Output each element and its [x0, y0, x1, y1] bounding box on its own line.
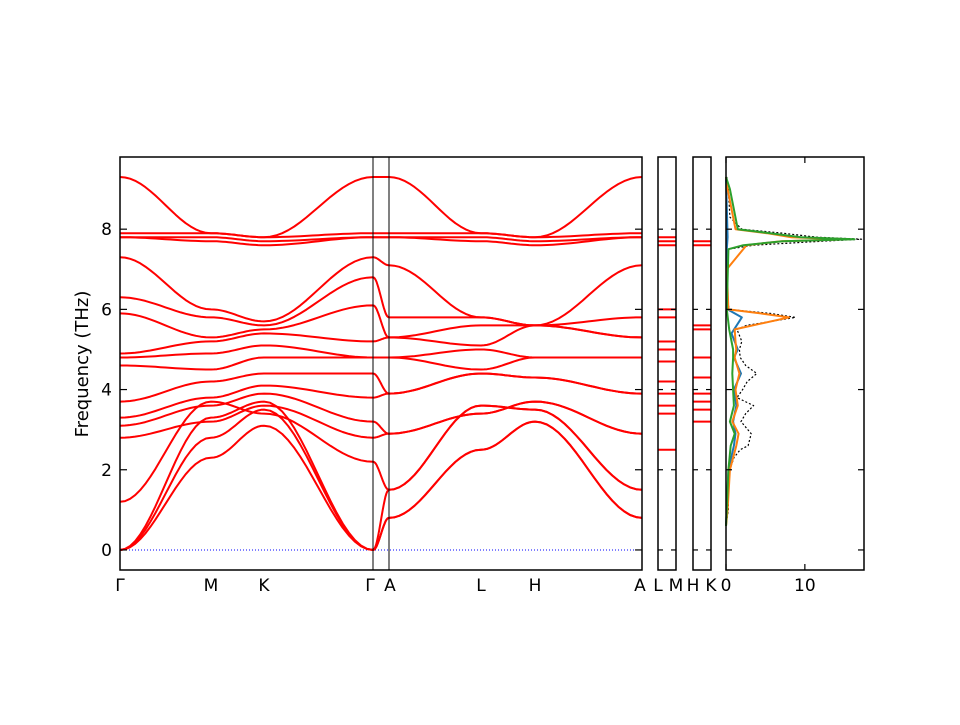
x-tick-label-7: H	[529, 576, 542, 596]
x-tick-label-5: A	[384, 576, 396, 596]
x-tick-label-2: M	[204, 576, 219, 596]
panel-H-K-frame	[692, 156, 712, 571]
dos-curve-4	[725, 176, 856, 526]
y-axis-label: Frequency (THz)	[72, 291, 93, 438]
panel-L-M-frame	[657, 156, 677, 571]
x-tick-label-4: Γ	[365, 576, 375, 596]
band-panel-frame	[119, 156, 643, 571]
dos-frame	[725, 156, 865, 571]
x-tick-label-6: L	[476, 576, 486, 596]
phonon-band-6	[119, 392, 643, 435]
phonon-band-11	[119, 324, 643, 355]
y-tick-label-6: 6	[101, 300, 112, 320]
dos-x-tick-label-2: 10	[794, 576, 816, 596]
phonon-band-8	[119, 372, 643, 403]
phonon-band-4	[119, 400, 643, 503]
y-tick-label-2: 2	[101, 461, 112, 481]
x-tick-label-3: K	[258, 576, 270, 596]
y-tick-label-4: 4	[101, 381, 112, 401]
x-tick-label-1: Γ	[115, 576, 125, 596]
y-tick-label-0: 0	[101, 541, 112, 561]
panel-H-K-x-label-2: K	[705, 576, 717, 596]
y-tick-label-8: 8	[101, 220, 112, 240]
phonon-band-14	[119, 256, 643, 327]
panel-L-M-x-label-1: L	[653, 576, 663, 596]
phonon-band-16	[120, 236, 642, 243]
x-tick-label-8: A	[634, 576, 646, 596]
phonon-band-18	[119, 176, 643, 239]
phonon-band-10	[120, 344, 642, 359]
dos-curve-3	[725, 176, 850, 526]
panel-L-M-x-label-2: M	[669, 576, 684, 596]
dos-x-tick-label-1: 0	[721, 576, 732, 596]
panel-H-K-x-label-1: H	[687, 576, 700, 596]
phonon-band-2	[119, 408, 643, 551]
